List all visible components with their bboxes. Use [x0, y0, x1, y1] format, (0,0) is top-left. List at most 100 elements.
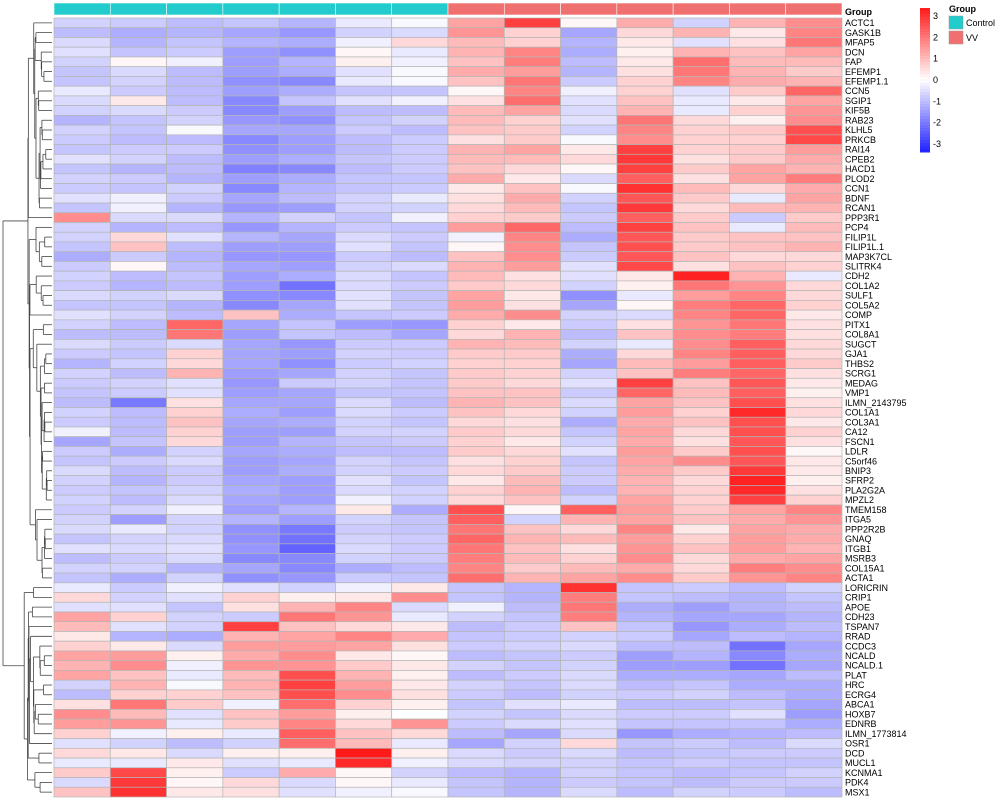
- heatmap-cell: [729, 436, 787, 447]
- heatmap-cell: [166, 290, 224, 301]
- heatmap-cell: [729, 718, 787, 730]
- heatmap-cell: [109, 153, 167, 165]
- heatmap-cell: [278, 95, 336, 106]
- heatmap-cell: [447, 27, 505, 38]
- row-label: ITGA5: [845, 515, 871, 525]
- heatmap-cell: [278, 728, 336, 739]
- color-scale-segment: [920, 122, 930, 126]
- color-scale-segment: [920, 80, 930, 84]
- heatmap-cell: [278, 37, 336, 48]
- row-label: FSCN1: [845, 437, 875, 447]
- heatmap-cell: [278, 261, 336, 272]
- heatmap-cell: [672, 144, 730, 155]
- heatmap-cell: [729, 280, 787, 292]
- heatmap-cell: [53, 134, 111, 145]
- heatmap-cell: [503, 192, 561, 204]
- heatmap-cell: [109, 124, 167, 136]
- heatmap-cell: [109, 650, 167, 662]
- heatmap-cell: [785, 163, 843, 175]
- heatmap-cell: [53, 329, 111, 340]
- heatmap-cell: [672, 85, 730, 97]
- heatmap-cell: [785, 85, 843, 97]
- heatmap-cell: [166, 105, 224, 116]
- heatmap-cell: [616, 309, 674, 321]
- heatmap-cell: [391, 786, 449, 798]
- heatmap-cell: [222, 699, 280, 710]
- row-label: DCD: [845, 748, 865, 758]
- heatmap-cell: [53, 319, 111, 330]
- heatmap-cell: [560, 202, 618, 214]
- heatmap-cell: [278, 718, 336, 730]
- row-label: PRKCB: [845, 135, 876, 145]
- heatmap-cell: [109, 192, 167, 204]
- row-label: THBS2: [845, 359, 874, 369]
- heatmap-cell: [616, 446, 674, 457]
- heatmap-cell: [278, 494, 336, 506]
- heatmap-cell: [616, 348, 674, 360]
- row-label: MAP3K7CL: [845, 252, 892, 262]
- heatmap-cell: [616, 37, 674, 48]
- heatmap-cell: [672, 27, 730, 38]
- heatmap-cell: [672, 261, 730, 272]
- heatmap-cell: [335, 572, 393, 584]
- heatmap-cell: [672, 338, 730, 350]
- heatmap-cell: [335, 338, 393, 350]
- heatmap-cell: [672, 183, 730, 194]
- heatmap-cell: [785, 377, 843, 389]
- color-scale-segment: [920, 101, 930, 105]
- heatmap-cell: [560, 27, 618, 38]
- heatmap-cell: [672, 241, 730, 253]
- heatmap-cell: [503, 241, 561, 253]
- heatmap-cell: [335, 436, 393, 447]
- heatmap-cell: [109, 163, 167, 175]
- heatmap-cell: [447, 777, 505, 788]
- heatmap-cell: [109, 514, 167, 525]
- heatmap-cell: [672, 611, 730, 623]
- heatmap-cell: [503, 173, 561, 184]
- heatmap-cell: [222, 777, 280, 788]
- heatmap-cell: [278, 572, 336, 584]
- heatmap-cell: [447, 514, 505, 525]
- heatmap-cell: [616, 124, 674, 136]
- heatmap-cell: [53, 76, 111, 87]
- heatmap-cell: [335, 592, 393, 603]
- heatmap-cell: [785, 767, 843, 778]
- heatmap-cell: [278, 407, 336, 418]
- heatmap-cell: [391, 144, 449, 155]
- group-legend-swatch: [948, 15, 964, 30]
- heatmap-cell: [53, 514, 111, 525]
- heatmap-cell: [729, 553, 787, 564]
- heatmap-cell: [785, 290, 843, 301]
- heatmap-cell: [447, 757, 505, 769]
- heatmap-cell: [729, 124, 787, 136]
- heatmap-cell: [785, 144, 843, 155]
- heatmap-cell: [335, 767, 393, 778]
- annotation-cell: [166, 2, 224, 16]
- heatmap-cell: [222, 115, 280, 126]
- heatmap-cell: [278, 699, 336, 710]
- heatmap-cell: [785, 231, 843, 243]
- heatmap-cell: [278, 670, 336, 681]
- heatmap-cell: [447, 95, 505, 106]
- annotation-cell: [278, 2, 336, 16]
- heatmap-cell: [222, 650, 280, 662]
- heatmap-cell: [729, 543, 787, 554]
- heatmap-cell: [278, 105, 336, 116]
- heatmap-cell: [616, 76, 674, 87]
- row-label: HRC: [845, 680, 865, 690]
- heatmap-cell: [672, 105, 730, 116]
- heatmap-cell: [447, 115, 505, 126]
- heatmap-cell: [391, 718, 449, 730]
- heatmap-cell: [560, 777, 618, 788]
- heatmap-cell: [785, 679, 843, 691]
- heatmap-cell: [560, 786, 618, 798]
- heatmap-cell: [503, 377, 561, 389]
- heatmap-cell: [166, 699, 224, 710]
- heatmap-cell: [785, 562, 843, 574]
- heatmap-cell: [166, 553, 224, 564]
- heatmap-cell: [672, 689, 730, 700]
- heatmap-cell: [391, 475, 449, 486]
- heatmap-cell: [109, 105, 167, 116]
- heatmap-cell: [503, 553, 561, 564]
- heatmap-cell: [503, 446, 561, 457]
